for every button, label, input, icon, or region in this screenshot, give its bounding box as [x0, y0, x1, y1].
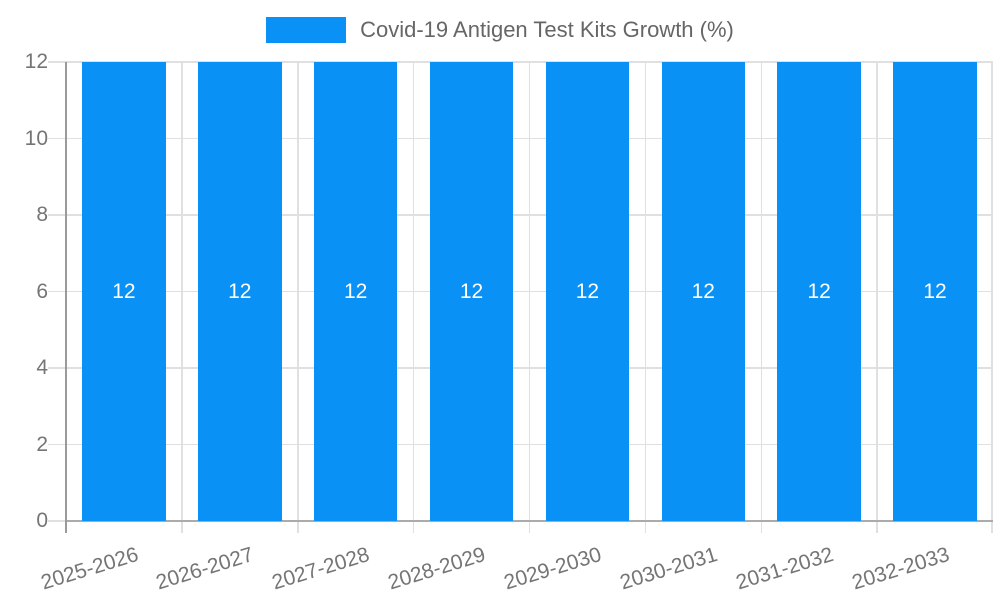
- y-tick-label: 12: [24, 50, 48, 73]
- bar[interactable]: 12: [893, 62, 977, 521]
- y-tick-label: 0: [36, 509, 48, 532]
- bar[interactable]: 12: [429, 62, 514, 521]
- gridline-vertical: [760, 62, 762, 533]
- x-tick-label: 2027-2028: [269, 543, 373, 595]
- x-tick-label: 2032-2033: [849, 543, 952, 595]
- x-axis-line: [66, 520, 993, 522]
- x-tick-label: 2030-2031: [617, 543, 721, 595]
- y-tick: [48, 214, 66, 216]
- bar-value-label: 12: [344, 279, 368, 303]
- y-tick: [48, 520, 66, 522]
- legend[interactable]: Covid-19 Antigen Test Kits Growth (%): [0, 17, 1000, 43]
- x-tick-label: 2028-2029: [385, 543, 489, 595]
- y-tick-label: 10: [24, 126, 48, 150]
- y-tick-label: 8: [36, 203, 48, 226]
- y-tick: [48, 137, 66, 140]
- y-tick-label: 6: [36, 279, 48, 303]
- y-tick: [48, 290, 66, 293]
- y-axis-line: [65, 62, 67, 533]
- legend-label[interactable]: Covid-19 Antigen Test Kits Growth (%): [360, 17, 734, 42]
- y-tick-label: 2: [36, 432, 48, 456]
- gridline-vertical: [991, 62, 993, 533]
- gridline-vertical: [412, 62, 415, 533]
- bar-value-label: 12: [228, 279, 252, 303]
- gridline-vertical: [644, 62, 647, 533]
- bar[interactable]: 12: [82, 62, 166, 521]
- x-tick-label: 2031-2032: [733, 543, 836, 595]
- y-tick-label: 4: [36, 356, 48, 379]
- legend-swatch[interactable]: [266, 17, 347, 43]
- y-tick: [48, 61, 66, 63]
- bar-value-label: 12: [459, 279, 484, 303]
- bar-value-label: 12: [807, 279, 831, 303]
- gridline-vertical: [876, 62, 878, 533]
- x-tick-label: 2026-2027: [153, 543, 257, 595]
- bar[interactable]: 12: [661, 62, 746, 521]
- gridline-vertical: [181, 62, 183, 533]
- y-tick: [48, 443, 66, 446]
- bar[interactable]: 12: [777, 62, 861, 521]
- bar-value-label: 12: [923, 279, 947, 303]
- bar-value-label: 12: [112, 279, 136, 303]
- gridline-vertical: [297, 62, 299, 533]
- bar[interactable]: 12: [198, 62, 282, 521]
- x-tick-label: 2025-2026: [37, 543, 141, 595]
- bar-value-label: 12: [575, 279, 600, 303]
- bar[interactable]: 12: [545, 62, 630, 521]
- bar[interactable]: 12: [313, 62, 398, 521]
- y-tick: [48, 367, 66, 369]
- x-tick-label: 2029-2030: [501, 543, 605, 595]
- plot-area: 0 2 4 6 8 10 12 12 12 12 12 12 12 12 12 2025-2026 2026-2…: [25, 50, 993, 594]
- gridline-vertical: [528, 62, 531, 533]
- bar-value-label: 12: [691, 279, 715, 303]
